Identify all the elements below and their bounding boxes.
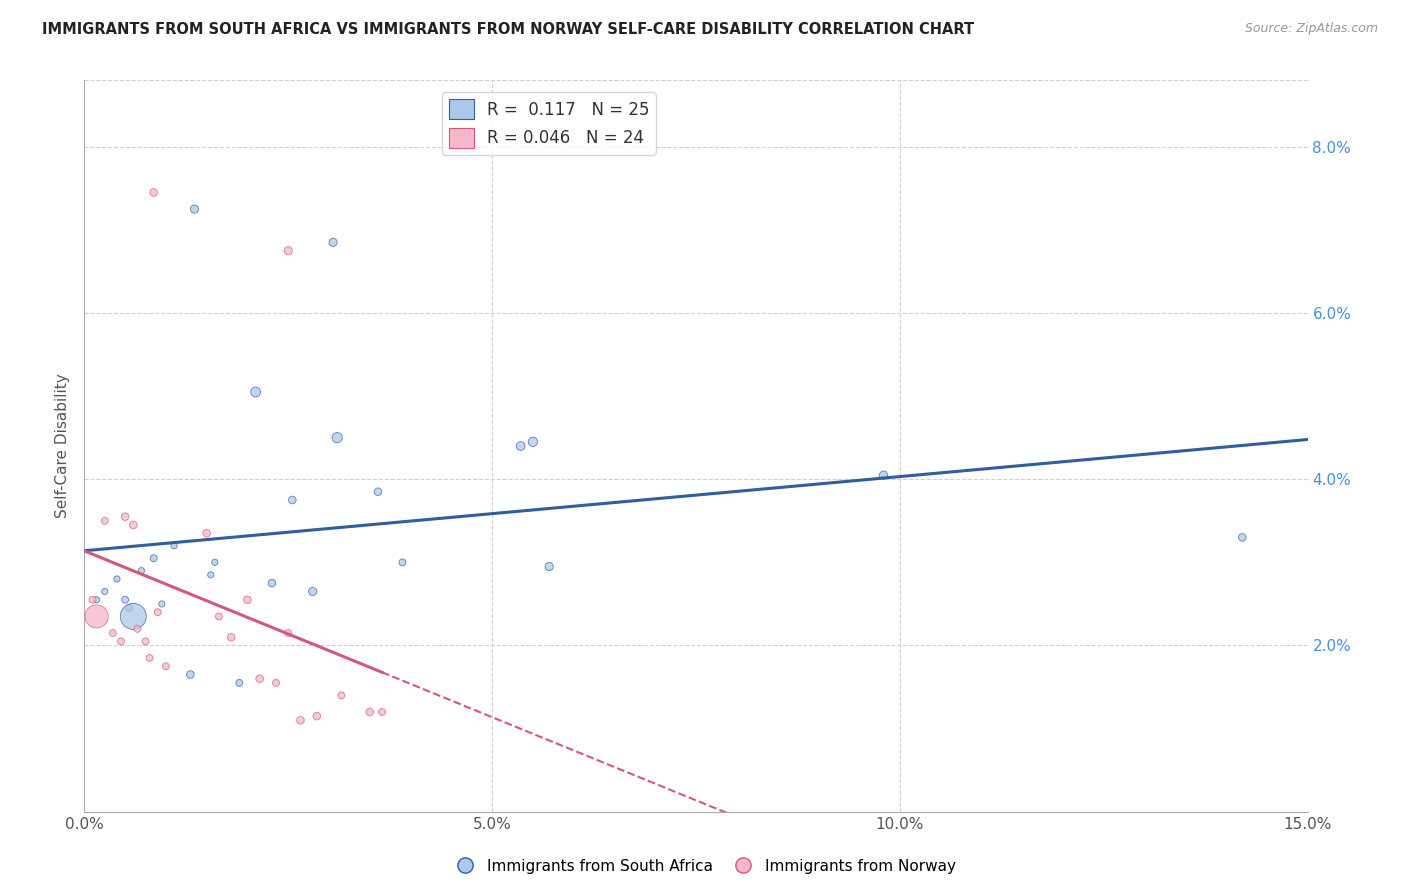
Legend: R =  0.117   N = 25, R = 0.046   N = 24: R = 0.117 N = 25, R = 0.046 N = 24 xyxy=(441,92,657,154)
Point xyxy=(86,592,108,607)
Point xyxy=(101,626,124,640)
Point xyxy=(142,551,165,566)
Point xyxy=(195,526,218,541)
Point xyxy=(179,667,201,681)
Point xyxy=(281,493,304,508)
Point xyxy=(219,630,242,644)
Point xyxy=(131,564,153,578)
Point xyxy=(114,509,136,524)
Point xyxy=(93,584,115,599)
Point xyxy=(208,609,231,624)
Point xyxy=(260,576,283,591)
Point xyxy=(236,592,259,607)
Point xyxy=(228,676,250,690)
Point xyxy=(204,555,226,569)
Point xyxy=(93,514,115,528)
Point xyxy=(163,539,186,553)
Point xyxy=(277,626,299,640)
Legend: Immigrants from South Africa, Immigrants from Norway: Immigrants from South Africa, Immigrants… xyxy=(444,853,962,880)
Point xyxy=(200,567,222,582)
Point xyxy=(391,555,413,569)
Point xyxy=(359,705,381,719)
Point xyxy=(122,609,145,624)
Point xyxy=(118,601,141,615)
Point xyxy=(122,518,145,533)
Point xyxy=(509,439,531,453)
Point xyxy=(105,572,128,586)
Point xyxy=(371,705,394,719)
Point xyxy=(264,676,287,690)
Point xyxy=(142,186,165,200)
Point xyxy=(290,714,312,728)
Point xyxy=(245,384,267,399)
Point xyxy=(305,709,328,723)
Text: Source: ZipAtlas.com: Source: ZipAtlas.com xyxy=(1244,22,1378,36)
Point xyxy=(330,689,353,703)
Point xyxy=(301,584,323,599)
Point xyxy=(872,468,894,483)
Point xyxy=(326,431,349,445)
Point xyxy=(249,672,271,686)
Point xyxy=(82,592,104,607)
Point xyxy=(127,622,149,636)
Text: IMMIGRANTS FROM SOUTH AFRICA VS IMMIGRANTS FROM NORWAY SELF-CARE DISABILITY CORR: IMMIGRANTS FROM SOUTH AFRICA VS IMMIGRAN… xyxy=(42,22,974,37)
Y-axis label: Self-Care Disability: Self-Care Disability xyxy=(55,374,70,518)
Point xyxy=(277,244,299,258)
Point xyxy=(183,202,205,216)
Point xyxy=(538,559,561,574)
Point xyxy=(110,634,132,648)
Point xyxy=(155,659,177,673)
Point xyxy=(86,609,108,624)
Point xyxy=(114,592,136,607)
Point xyxy=(1232,530,1254,544)
Point xyxy=(367,484,389,499)
Point xyxy=(146,605,169,619)
Point xyxy=(322,235,344,250)
Point xyxy=(522,434,544,449)
Point xyxy=(138,651,160,665)
Point xyxy=(150,597,173,611)
Point xyxy=(135,634,157,648)
